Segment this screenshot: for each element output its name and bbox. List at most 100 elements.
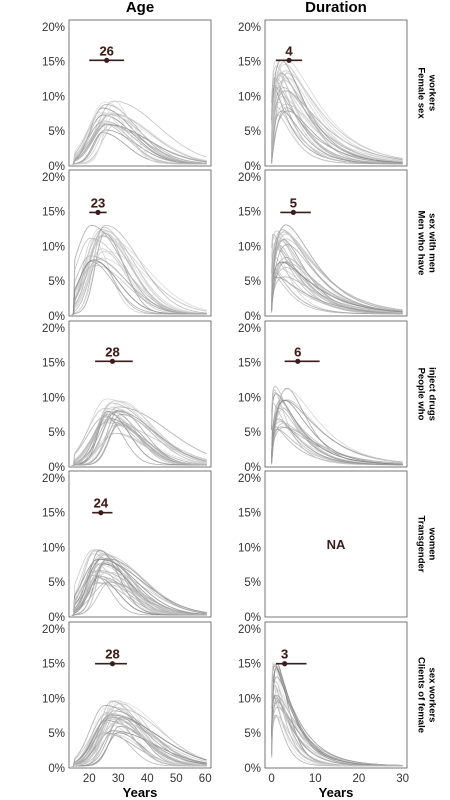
y-tick-label: 10% bbox=[238, 392, 261, 404]
column-title-age: Age bbox=[126, 0, 154, 16]
panel-frame bbox=[264, 621, 408, 769]
density-curve bbox=[271, 240, 403, 314]
density-curve bbox=[71, 703, 207, 768]
y-tick-label: 10% bbox=[238, 693, 261, 705]
density-curve bbox=[71, 402, 207, 467]
y-tick-label: 5% bbox=[244, 276, 261, 288]
row-label: inject drugs bbox=[427, 367, 438, 421]
density-curve bbox=[71, 424, 207, 467]
y-tick-label: 10% bbox=[42, 91, 65, 103]
median-label: 4 bbox=[285, 43, 293, 58]
density-curve bbox=[71, 124, 207, 166]
density-curve bbox=[271, 110, 403, 164]
row-label: Transgender bbox=[416, 515, 427, 572]
column-title-duration: Duration bbox=[305, 0, 367, 16]
median-label: 26 bbox=[99, 43, 113, 58]
x-tick-label: 30 bbox=[112, 773, 125, 785]
density-curve bbox=[71, 229, 207, 316]
density-curve bbox=[71, 710, 207, 768]
density-curve bbox=[71, 235, 207, 316]
density-curve bbox=[71, 123, 207, 166]
y-tick-label: 15% bbox=[42, 508, 65, 520]
y-tick-label: 0% bbox=[244, 763, 261, 775]
row-label: women bbox=[427, 527, 438, 561]
y-tick-label: 15% bbox=[238, 659, 261, 671]
density-curve bbox=[71, 706, 207, 768]
density-curve bbox=[71, 712, 207, 768]
density-curve bbox=[271, 114, 403, 165]
row-label: sex workers bbox=[427, 668, 438, 723]
y-tick-label: 20% bbox=[42, 22, 65, 34]
y-tick-label: 10% bbox=[42, 542, 65, 554]
density-curve bbox=[271, 90, 403, 160]
median-label: 24 bbox=[94, 496, 109, 511]
y-tick-label: 5% bbox=[48, 728, 65, 740]
x-tick-label: 50 bbox=[170, 773, 183, 785]
y-tick-label: 0% bbox=[244, 612, 261, 624]
median-label: 5 bbox=[290, 195, 297, 210]
y-tick-label: 15% bbox=[238, 207, 261, 219]
density-curve bbox=[271, 701, 403, 767]
y-tick-label: 10% bbox=[238, 542, 261, 554]
y-tick-label: 5% bbox=[48, 126, 65, 138]
y-tick-label: 5% bbox=[48, 276, 65, 288]
y-tick-label: 0% bbox=[244, 311, 261, 323]
y-tick-label: 10% bbox=[42, 241, 65, 253]
density-curve bbox=[71, 700, 207, 768]
density-curve bbox=[71, 714, 207, 768]
x-tick-label: 0 bbox=[268, 773, 274, 785]
density-curve bbox=[271, 399, 403, 465]
density-curve bbox=[271, 230, 403, 313]
row-label: sex with men bbox=[427, 213, 438, 273]
y-tick-label: 15% bbox=[42, 358, 65, 370]
density-curve bbox=[271, 244, 403, 313]
median-point bbox=[109, 661, 116, 667]
panel-frame bbox=[68, 19, 212, 167]
density-curve bbox=[71, 558, 207, 617]
median-label: 3 bbox=[281, 647, 288, 662]
median-point bbox=[282, 661, 288, 667]
density-curve bbox=[71, 264, 207, 316]
y-tick-label: 0% bbox=[244, 462, 261, 474]
density-curve bbox=[271, 79, 403, 163]
density-curve bbox=[71, 112, 207, 166]
density-curve bbox=[71, 549, 207, 617]
median-label: 28 bbox=[105, 647, 119, 662]
y-tick-label: 5% bbox=[244, 577, 261, 589]
y-tick-label: 15% bbox=[238, 57, 261, 69]
y-tick-label: 10% bbox=[238, 91, 261, 103]
density-curve bbox=[71, 558, 207, 617]
density-curve bbox=[71, 408, 207, 467]
panel-frame bbox=[264, 470, 408, 618]
x-tick-label: 10 bbox=[309, 773, 322, 785]
x-axis-label-age: Years bbox=[123, 785, 158, 800]
row-label: Clients of female bbox=[416, 657, 427, 733]
y-tick-label: 15% bbox=[42, 207, 65, 219]
median-point bbox=[290, 209, 296, 216]
x-axis-label-duration: Years bbox=[319, 785, 354, 800]
y-tick-label: 5% bbox=[48, 577, 65, 589]
x-tick-label: 30 bbox=[396, 773, 409, 785]
density-curve bbox=[71, 235, 207, 316]
panel-frame bbox=[68, 320, 212, 468]
density-curve bbox=[71, 733, 207, 768]
density-curve bbox=[71, 558, 207, 617]
density-curve bbox=[71, 129, 207, 166]
y-tick-label: 15% bbox=[42, 57, 65, 69]
panel-frame bbox=[264, 19, 408, 167]
median-label: 6 bbox=[294, 344, 301, 359]
y-tick-label: 10% bbox=[238, 241, 261, 253]
x-tick-label: 20 bbox=[353, 773, 366, 785]
x-tick-label: 20 bbox=[83, 773, 96, 785]
median-label: 28 bbox=[105, 344, 119, 359]
density-curve bbox=[271, 400, 403, 466]
y-tick-label: 20% bbox=[42, 624, 65, 636]
density-curve bbox=[271, 65, 403, 164]
y-tick-label: 0% bbox=[244, 161, 261, 173]
y-tick-label: 0% bbox=[48, 161, 65, 173]
density-curve bbox=[271, 59, 403, 164]
y-tick-label: 10% bbox=[42, 392, 65, 404]
density-curve bbox=[71, 415, 207, 467]
median-point bbox=[95, 209, 101, 216]
